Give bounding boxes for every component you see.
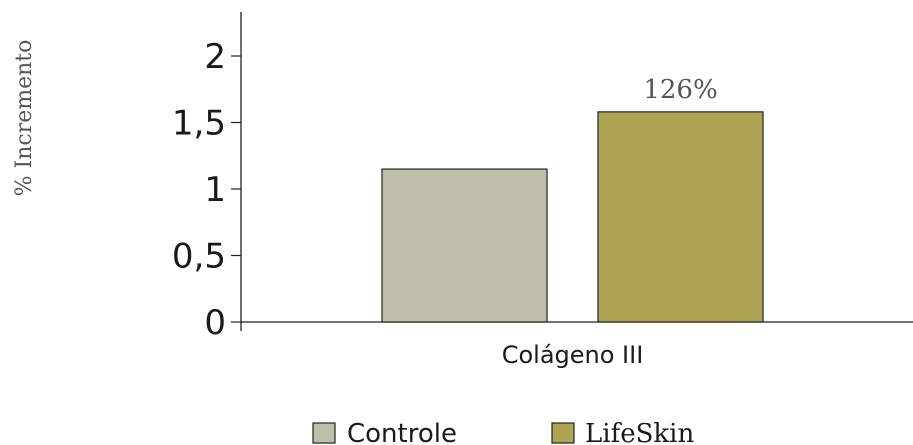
y-tick-label: 0,5 (172, 237, 226, 277)
legend: Controle LifeSkin (312, 419, 694, 445)
y-tick-label: 2 (204, 37, 226, 77)
bar-lifeskin (597, 111, 764, 323)
legend-label-lifeskin: LifeSkin (585, 419, 694, 445)
y-tick-label: 1 (204, 170, 226, 210)
y-tick-label: 1,5 (172, 104, 226, 144)
data-labels: 126% (643, 75, 717, 105)
legend-label-controle: Controle (347, 419, 457, 445)
data-label: 126% (643, 75, 717, 105)
legend-swatch-controle (312, 422, 336, 444)
y-tick-label: 0 (204, 303, 226, 343)
y-ticks: 0 0,5 1 1,5 2 (172, 37, 241, 343)
category-label: Colágeno III (502, 341, 644, 369)
bar-controle (381, 168, 548, 323)
legend-swatch-lifeskin (551, 422, 575, 444)
y-axis-title: % Incremento (12, 40, 37, 197)
bars (381, 111, 764, 323)
category-labels: Colágeno III (502, 341, 644, 369)
